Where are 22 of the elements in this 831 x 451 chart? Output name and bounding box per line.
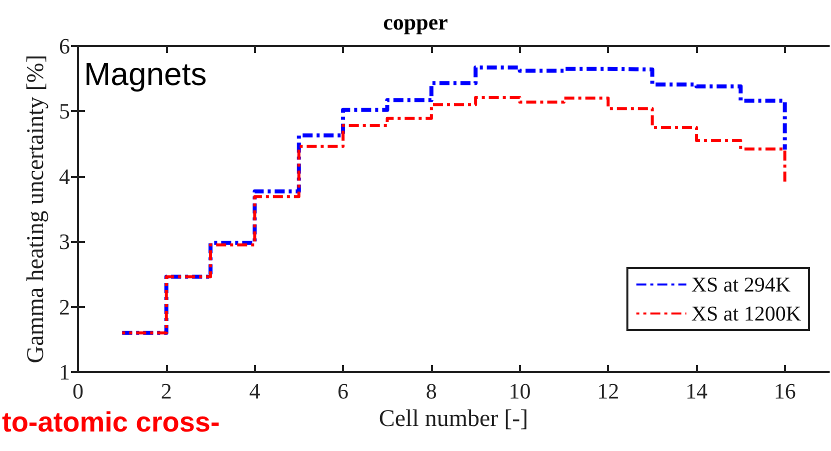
x-tick-label: 4 — [249, 378, 260, 404]
legend-label: XS at 1200K — [691, 302, 802, 326]
y-axis-title: Gamma heating uncertainty [%] — [23, 54, 49, 364]
chart-title: copper — [383, 10, 448, 34]
annotation: Magnets — [84, 56, 207, 92]
x-axis-title: Cell number [-] — [378, 406, 528, 432]
text: to-atomic cross- — [2, 406, 220, 438]
legend-label: XS at 294K — [691, 272, 791, 296]
y-tick-label: 4 — [59, 164, 70, 189]
y-tick-label: 6 — [59, 34, 70, 58]
x-tick-label: 6 — [338, 378, 349, 404]
x-tick-label: 14 — [685, 378, 708, 404]
y-tick-label: 3 — [59, 229, 70, 254]
y-tick-label: 2 — [59, 294, 70, 320]
x-tick-label: 10 — [508, 378, 531, 404]
x-tick-label: 2 — [160, 378, 172, 404]
y-tick-label: 1 — [59, 360, 70, 384]
x-tick-label: 0 — [72, 378, 84, 404]
x-tick-label: 8 — [426, 378, 437, 404]
x-tick-label: 12 — [597, 378, 620, 404]
x-tick-label: 16 — [774, 378, 796, 404]
y-tick-label: 5 — [59, 98, 70, 124]
